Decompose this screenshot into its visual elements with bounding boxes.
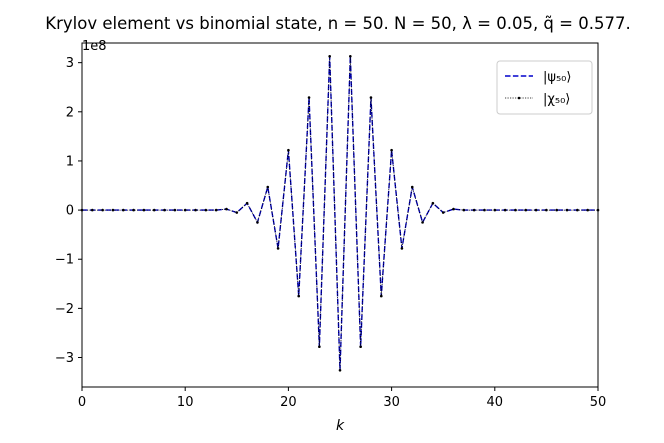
chart-title: Krylov element vs binomial state, n = 50… xyxy=(45,14,630,33)
y-axis-ticks: −3 −2 −1 0 1 2 3 xyxy=(55,56,82,366)
y-tick-label: 0 xyxy=(66,204,74,219)
data-point xyxy=(152,208,156,212)
data-point xyxy=(111,208,115,212)
data-point xyxy=(379,294,383,298)
legend-label-psi: |ψ₅₀⟩ xyxy=(543,70,571,85)
legend: |ψ₅₀⟩ |χ₅₀⟩ xyxy=(496,60,593,115)
data-point xyxy=(359,345,362,349)
series-layer xyxy=(80,54,600,372)
data-point xyxy=(121,208,125,212)
y-tick-label: −1 xyxy=(55,253,74,268)
data-point xyxy=(524,208,528,212)
data-point xyxy=(266,185,270,189)
legend-label-chi: |χ₅₀⟩ xyxy=(543,92,570,107)
data-point xyxy=(91,208,94,212)
data-point xyxy=(503,208,507,212)
data-point xyxy=(194,208,197,212)
y-tick-label: 1 xyxy=(66,154,74,169)
x-axis-ticks: 0 10 20 30 40 50 xyxy=(78,387,606,410)
data-point xyxy=(163,208,166,212)
y-tick-label: 3 xyxy=(66,56,74,71)
x-tick-label: 10 xyxy=(177,395,194,410)
data-point xyxy=(576,208,579,212)
data-point xyxy=(307,96,311,99)
data-point xyxy=(256,221,259,224)
data-point xyxy=(349,54,352,58)
data-point xyxy=(318,345,321,349)
x-tick-label: 50 xyxy=(590,395,607,410)
data-point xyxy=(390,148,393,152)
data-point xyxy=(452,207,455,211)
data-point xyxy=(183,208,187,212)
data-point xyxy=(142,208,146,212)
x-axis-label: k xyxy=(336,418,345,434)
data-point xyxy=(565,208,569,212)
data-point xyxy=(338,368,342,372)
data-point xyxy=(328,54,331,58)
data-point xyxy=(534,208,538,212)
data-point xyxy=(235,211,239,214)
legend-box xyxy=(496,60,593,115)
data-point xyxy=(431,201,435,205)
data-point xyxy=(596,208,600,212)
x-tick-label: 0 xyxy=(78,395,86,410)
data-point xyxy=(555,208,559,212)
data-point xyxy=(287,148,290,152)
data-point xyxy=(400,247,404,250)
data-point xyxy=(472,208,476,212)
data-point xyxy=(214,208,218,212)
x-tick-label: 40 xyxy=(487,395,504,410)
data-point xyxy=(410,185,414,189)
plot-frame xyxy=(81,42,599,388)
data-point xyxy=(101,208,104,212)
data-point xyxy=(173,208,177,212)
data-point xyxy=(586,208,589,212)
data-point xyxy=(441,211,445,214)
data-point xyxy=(225,207,228,211)
plot-area: 0 10 20 30 40 50 −3 −2 −1 0 1 2 3 xyxy=(55,42,606,410)
data-point xyxy=(462,208,466,212)
data-point xyxy=(132,208,135,212)
data-point xyxy=(421,221,424,224)
data-point xyxy=(493,208,497,212)
data-point xyxy=(276,247,280,250)
data-point xyxy=(204,208,208,212)
y-tick-label: 2 xyxy=(66,105,74,120)
x-tick-label: 20 xyxy=(280,395,297,410)
data-point xyxy=(483,208,486,212)
x-tick-label: 30 xyxy=(383,395,400,410)
y-tick-label: −2 xyxy=(55,302,74,317)
data-point xyxy=(245,201,249,205)
y-offset-label: 1e8 xyxy=(82,39,107,54)
legend-marker-chi xyxy=(517,96,521,100)
data-point xyxy=(545,208,548,212)
data-point xyxy=(514,208,517,212)
y-tick-label: −3 xyxy=(55,351,74,366)
data-point xyxy=(297,294,301,298)
data-point xyxy=(369,96,373,99)
